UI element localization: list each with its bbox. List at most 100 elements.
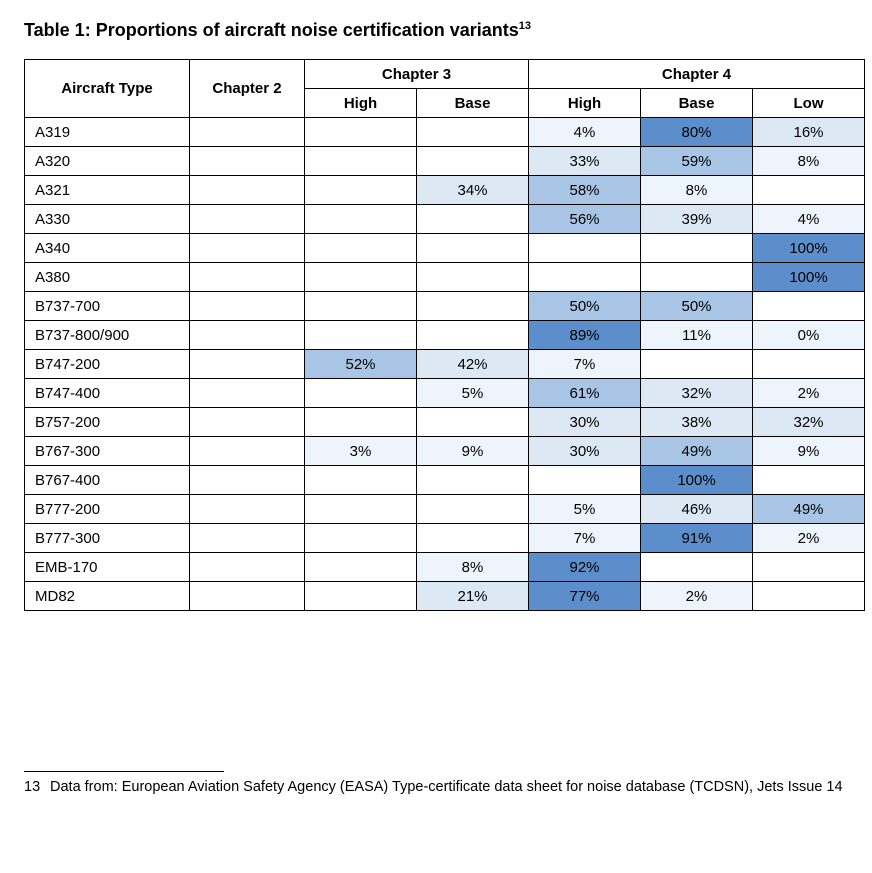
table-row: EMB-170 8%92% [25,553,865,582]
table-row: A32134%58%8% [25,176,865,205]
value-cell: 33% [529,147,641,176]
table-row: B767-3003%9%30%49%9% [25,437,865,466]
value-cell: 58% [529,176,641,205]
value-cell: 52% [305,350,417,379]
value-cell: 2% [753,524,865,553]
value-cell: 2% [641,582,753,611]
value-cell: 80% [641,118,753,147]
table-row: A330 56%39%4% [25,205,865,234]
value-cell [417,524,529,553]
value-cell: 8% [753,147,865,176]
value-cell: 61% [529,379,641,408]
value-cell [753,176,865,205]
aircraft-cell: EMB-170 [25,553,190,582]
value-cell: 38% [641,408,753,437]
aircraft-cell: A380 [25,263,190,292]
table-row: B777-300 7%91%2% [25,524,865,553]
table-row: B737-70050%50% [25,292,865,321]
value-cell [305,379,417,408]
value-cell [305,408,417,437]
value-cell: 56% [529,205,641,234]
value-cell [190,263,305,292]
value-cell: 30% [529,437,641,466]
value-cell: 8% [417,553,529,582]
value-cell: 21% [417,582,529,611]
value-cell: 5% [417,379,529,408]
aircraft-cell: B747-400 [25,379,190,408]
aircraft-cell: B767-400 [25,466,190,495]
value-cell [417,321,529,350]
col-ch3-high: High [305,89,417,118]
value-cell: 0% [753,321,865,350]
aircraft-cell: B737-800/900 [25,321,190,350]
aircraft-cell: B737-700 [25,292,190,321]
value-cell [417,408,529,437]
value-cell: 39% [641,205,753,234]
value-cell: 7% [529,350,641,379]
aircraft-cell: B777-300 [25,524,190,553]
value-cell [305,205,417,234]
value-cell [529,234,641,263]
value-cell [190,234,305,263]
value-cell [305,524,417,553]
value-cell [305,582,417,611]
col-ch4-high: High [529,89,641,118]
value-cell: 7% [529,524,641,553]
value-cell [753,553,865,582]
value-cell [190,321,305,350]
table-header: Aircraft Type Chapter 2 Chapter 3 Chapte… [25,60,865,118]
table-row: B767-400100% [25,466,865,495]
value-cell: 4% [529,118,641,147]
value-cell [190,205,305,234]
value-cell [190,379,305,408]
value-cell: 8% [641,176,753,205]
value-cell [641,263,753,292]
table-body: A3194%80%16%A32033%59%8%A32134%58%8%A330… [25,118,865,611]
value-cell: 100% [753,234,865,263]
footnote-text: Data from: European Aviation Safety Agen… [50,778,848,798]
value-cell: 32% [753,408,865,437]
value-cell [305,234,417,263]
value-cell: 92% [529,553,641,582]
value-cell: 89% [529,321,641,350]
value-cell: 34% [417,176,529,205]
value-cell [417,263,529,292]
value-cell [641,234,753,263]
aircraft-cell: A319 [25,118,190,147]
value-cell [190,524,305,553]
aircraft-cell: A330 [25,205,190,234]
value-cell [190,466,305,495]
value-cell [305,466,417,495]
value-cell: 59% [641,147,753,176]
value-cell: 16% [753,118,865,147]
value-cell: 49% [641,437,753,466]
value-cell: 9% [417,437,529,466]
table-row: B757-20030%38%32% [25,408,865,437]
table-row: B777-2005%46%49% [25,495,865,524]
value-cell: 77% [529,582,641,611]
table-row: B747-20052%42%7% [25,350,865,379]
footnote-number: 13 [24,778,50,798]
value-cell [190,582,305,611]
value-cell: 4% [753,205,865,234]
aircraft-cell: B777-200 [25,495,190,524]
value-cell [529,263,641,292]
value-cell [305,321,417,350]
value-cell: 9% [753,437,865,466]
value-cell [417,205,529,234]
col-ch3-base: Base [417,89,529,118]
col-ch4-base: Base [641,89,753,118]
value-cell [417,292,529,321]
value-cell: 42% [417,350,529,379]
value-cell: 91% [641,524,753,553]
value-cell: 3% [305,437,417,466]
table-row: A32033%59%8% [25,147,865,176]
aircraft-cell: A340 [25,234,190,263]
value-cell [190,408,305,437]
value-cell [305,553,417,582]
value-cell [753,350,865,379]
value-cell [305,263,417,292]
value-cell: 50% [529,292,641,321]
value-cell [190,147,305,176]
value-cell [305,176,417,205]
